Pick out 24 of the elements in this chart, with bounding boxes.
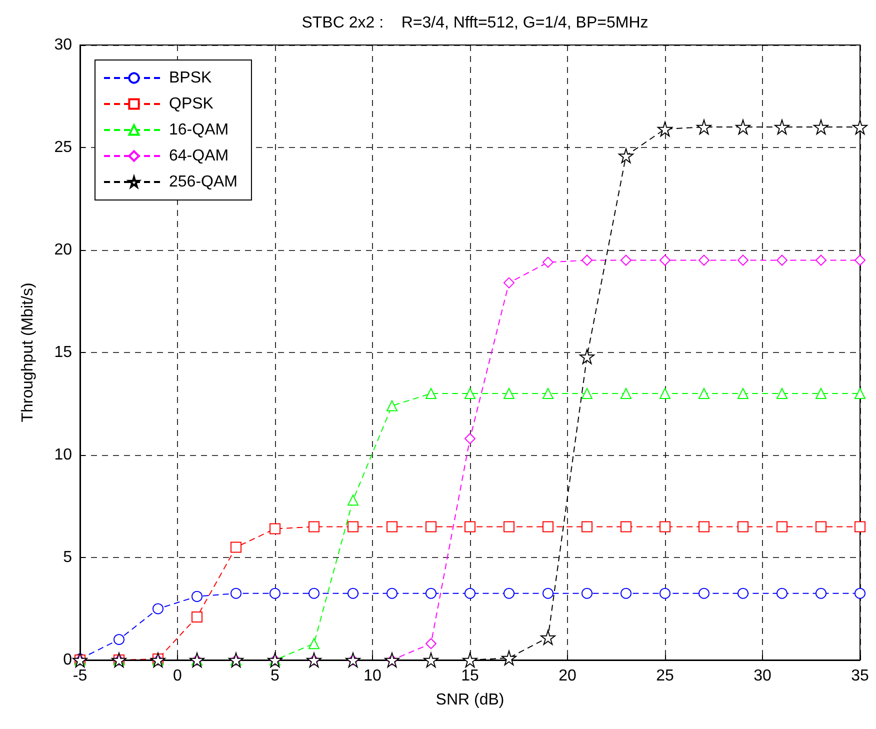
legend-label: 16-QAM: [169, 122, 229, 138]
x-tick-label: 5: [270, 668, 280, 684]
x-tick-label: 15: [461, 668, 479, 684]
legend-label: BPSK: [169, 70, 212, 86]
x-tick-label: 0: [173, 668, 182, 684]
x-tick-label: 10: [364, 668, 382, 684]
x-tick-label: 25: [656, 668, 674, 684]
x-axis-title: SNR (dB): [436, 692, 504, 708]
legend-label: QPSK: [169, 96, 214, 112]
y-axis-title: Throughput (Mbit/s): [20, 282, 36, 422]
y-tick-label: 0: [63, 652, 72, 668]
y-tick-label: 30: [54, 36, 72, 54]
y-tick-label: 20: [54, 242, 72, 258]
y-tick-label: 25: [54, 139, 72, 156]
x-tick-label: -5: [72, 668, 88, 684]
y-tick-label: 5: [63, 549, 72, 566]
chart-title: STBC 2x2 : R=3/4, Nfft=512, G=1/4, BP=5MHz: [302, 14, 648, 32]
legend-label: 64-QAM: [169, 148, 229, 164]
x-tick-label: 20: [558, 668, 576, 684]
y-tick-label: 10: [54, 446, 72, 464]
legend-label: 256-QAM: [169, 174, 238, 190]
x-tick-label: 30: [754, 668, 772, 684]
x-tick-label: 35: [851, 668, 869, 684]
y-tick-label: 15: [54, 344, 72, 361]
